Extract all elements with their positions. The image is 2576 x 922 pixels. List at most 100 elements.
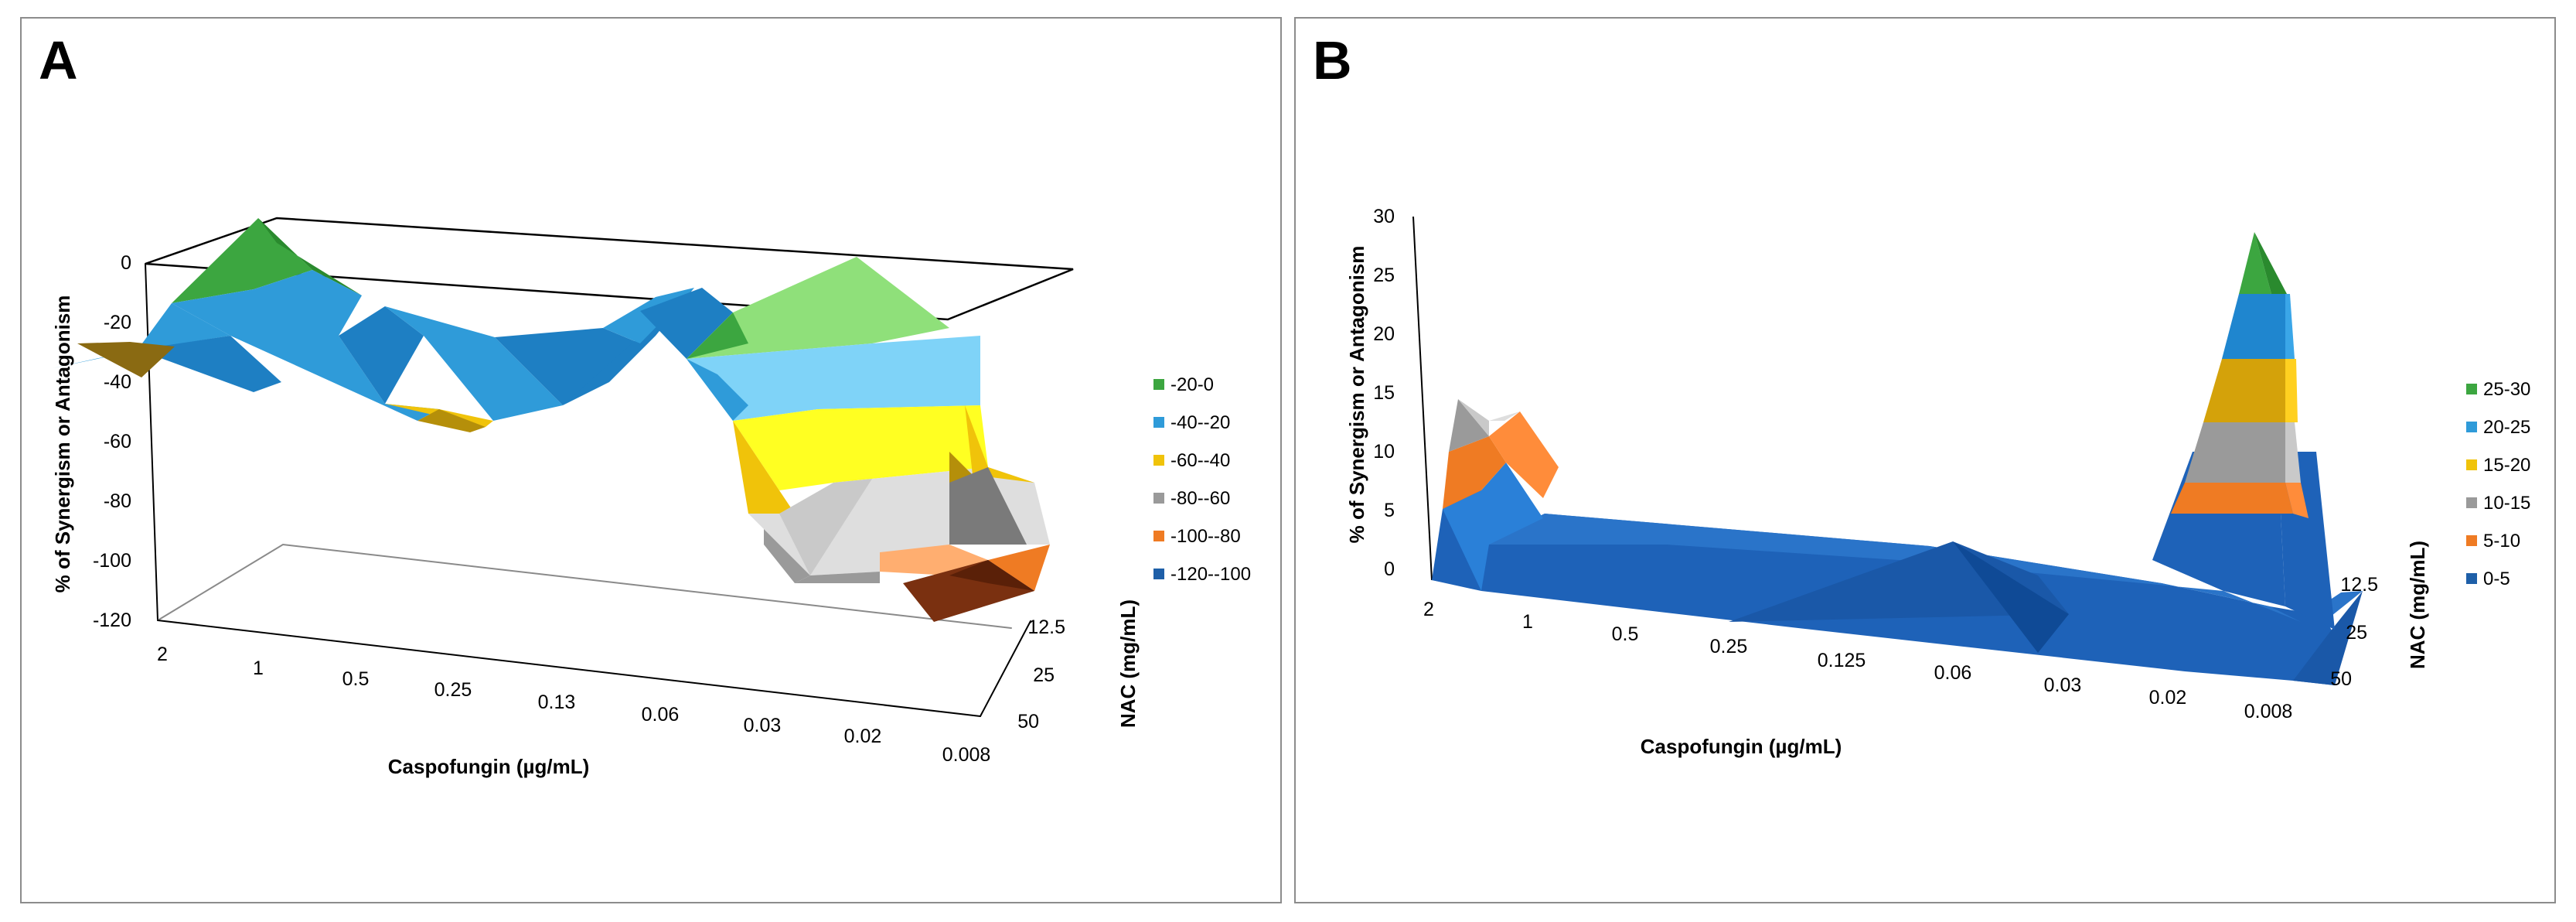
chart-a-floor-back	[157, 543, 1012, 629]
surface-a-patch	[53, 303, 230, 368]
panel-a: A	[20, 17, 1282, 903]
z-tick-label: -60	[104, 431, 131, 452]
y-tick-label: 12.5	[2340, 574, 2378, 596]
chart-a-svg: 0 -20 -40 -60 -80 -100 -120 2 1 0.5 0.25…	[51, 217, 1251, 778]
surface-b-patch	[1489, 411, 1520, 421]
surface-a-patch	[417, 409, 486, 432]
surface-a-patch	[687, 312, 748, 359]
surface-b-patch	[1481, 514, 2301, 622]
legend-label: 0-5	[2483, 569, 2510, 589]
surface-b-patch	[2222, 294, 2285, 359]
surface-a-patch	[733, 405, 988, 490]
legend-swatch	[1153, 417, 1164, 428]
surface-b-patch	[2239, 232, 2271, 294]
surface-b-patch	[2185, 422, 2285, 483]
surface-b-patch	[2285, 359, 2298, 422]
surface-b-patch	[1449, 399, 1489, 452]
surface-a-patch	[687, 359, 748, 421]
z-tick-label: 30	[1373, 206, 1395, 227]
legend-swatch	[1153, 531, 1164, 541]
x-tick-label: 2	[1423, 599, 1434, 620]
chart-a-legend: -20-0 -40--20 -60--40 -80--60 -100--80 -…	[1153, 374, 1251, 585]
y-tick-label: 50	[1017, 711, 1039, 732]
y-tick-label: 12.5	[1027, 616, 1065, 638]
legend-swatch	[1153, 379, 1164, 390]
surface-b-patch	[2285, 483, 2309, 518]
z-tick-label: -20	[104, 312, 131, 333]
x-tick-label: 1	[253, 657, 264, 679]
x-tick-label: 0.02	[2149, 687, 2187, 709]
legend-label: -120--100	[1170, 564, 1251, 585]
surface-b-patch	[2254, 232, 2287, 294]
chart-b-z-ticks: 30 25 20 15 10 5 0	[1373, 206, 1395, 580]
y-tick-label: 25	[1033, 664, 1055, 686]
panel-b-letter: B	[1313, 30, 1352, 90]
surface-a-patch	[172, 270, 362, 336]
surface-b-patch	[2293, 591, 2363, 685]
chart-b-x-ticks: 2 1 0.5 0.25 0.125 0.06 0.03 0.02 0.008	[1423, 599, 2292, 722]
z-tick-label: 15	[1373, 382, 1395, 404]
surface-a-patch	[687, 257, 949, 359]
chart-b-svg: 30 25 20 15 10 5 0 2 1 0.5 0.25 0.125 0.…	[1345, 206, 2530, 758]
surface-b-patch	[2203, 359, 2285, 422]
legend-label: 10-15	[2483, 493, 2530, 514]
z-tick-label: -120	[93, 610, 131, 631]
x-tick-label: 2	[157, 644, 168, 665]
chart-b-z-title: % of Synergism or Antagonism	[1345, 246, 1368, 544]
chart-a-z-ticks: 0 -20 -40 -60 -80 -100 -120	[93, 252, 131, 631]
surface-b-patch	[1443, 436, 1506, 509]
x-tick-label: 0.02	[844, 726, 882, 747]
legend-label: 25-30	[2483, 379, 2530, 400]
z-tick-label: 20	[1373, 323, 1395, 345]
legend-label: 15-20	[2483, 455, 2530, 476]
legend-swatch	[2466, 573, 2477, 584]
legend-swatch	[1153, 455, 1164, 466]
x-tick-label: 0.5	[1612, 623, 1639, 645]
surface-b-patch	[2285, 294, 2295, 359]
surface-b-patch	[1458, 399, 1489, 436]
panel-a-letter: A	[39, 30, 78, 90]
panel-b: B	[1294, 17, 2556, 903]
x-tick-label: 0.06	[1934, 662, 1972, 684]
chart-a-y-axis	[980, 620, 1031, 717]
chart-a-y-ticks: 12.5 25 50	[1017, 616, 1065, 732]
x-tick-label: 0.13	[538, 692, 576, 713]
chart-b-y-title: NAC (mg/mL)	[2406, 541, 2429, 669]
z-tick-label: 5	[1384, 500, 1395, 521]
chart-a-surface	[53, 218, 1050, 622]
y-tick-label: 50	[2330, 668, 2352, 690]
surface-b-patch	[1443, 463, 1543, 591]
z-tick-label: 25	[1373, 265, 1395, 286]
z-tick-label: 0	[121, 252, 131, 274]
surface-a-patch	[779, 479, 872, 575]
z-tick-label: -100	[93, 550, 131, 572]
chart-b-z-axis	[1412, 216, 1433, 581]
z-tick-label: 0	[1384, 558, 1395, 580]
z-tick-label: -40	[104, 371, 131, 393]
x-tick-label: 0.25	[1710, 636, 1748, 657]
chart-a-x-ticks: 2 1 0.5 0.25 0.13 0.06 0.03 0.02 0.008	[157, 644, 990, 766]
legend-label: -20-0	[1170, 374, 1214, 395]
surface-a-patch	[495, 328, 640, 405]
chart-b-x-title: Caspofungin (µg/mL)	[1641, 735, 1842, 758]
surface-a-patch	[230, 336, 439, 421]
legend-label: -40--20	[1170, 412, 1230, 433]
surface-a-patch	[733, 421, 795, 514]
x-tick-label: 0.125	[1818, 650, 1866, 671]
x-tick-label: 0.008	[2244, 701, 2293, 722]
chart-b-y-ticks: 12.5 25 50	[2330, 574, 2378, 690]
legend-swatch	[2466, 422, 2477, 432]
chart-a-x-axis	[157, 620, 981, 717]
surface-b-patch	[2171, 483, 2293, 514]
surface-a-patch	[764, 529, 810, 583]
surface-b-patch	[1953, 541, 2069, 653]
x-tick-label: 0.008	[942, 744, 991, 766]
chart-a-z-axis	[145, 263, 158, 621]
x-tick-label: 0.5	[342, 668, 370, 690]
surface-a-patch	[687, 336, 980, 421]
legend-label: -100--80	[1170, 526, 1241, 547]
legend-swatch	[1153, 493, 1164, 504]
legend-swatch	[1153, 569, 1164, 579]
surface-a-patch	[385, 306, 563, 421]
chart-b-legend: 25-30 20-25 15-20 10-15 5-10 0-5	[2466, 379, 2530, 589]
